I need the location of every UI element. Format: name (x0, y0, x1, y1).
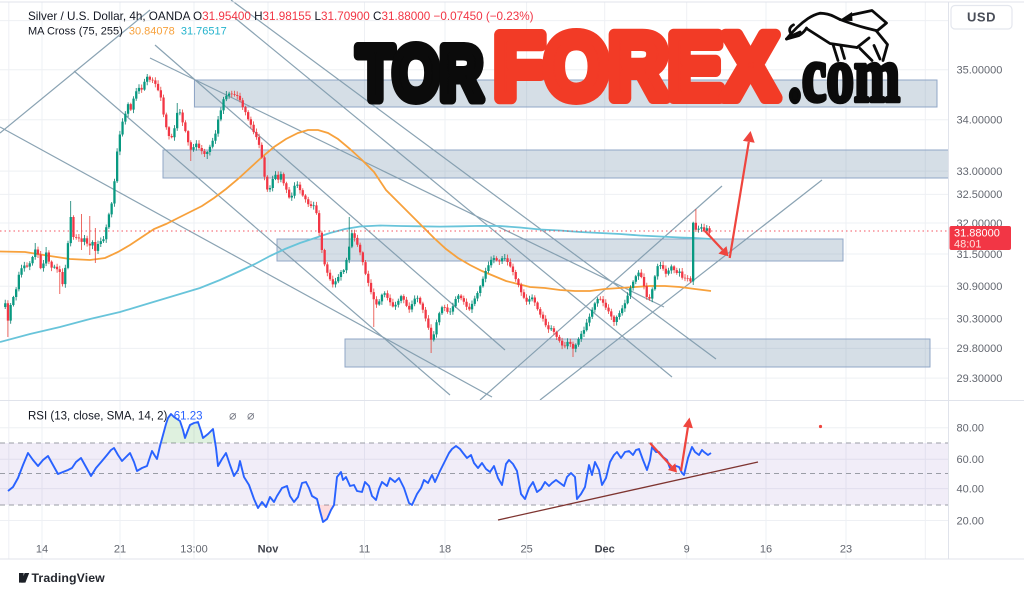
svg-text:RSI (13, close, SMA, 14, 2) 6: RSI (13, close, SMA, 14, 2) 61.23 (28, 411, 203, 423)
svg-text:31.88000: 31.88000 (954, 228, 1000, 240)
svg-text:20.00: 20.00 (957, 515, 985, 527)
svg-text:30.30000: 30.30000 (957, 314, 1003, 326)
svg-text:Nov: Nov (258, 544, 280, 556)
svg-text:34.00000: 34.00000 (957, 115, 1003, 127)
svg-text:MA Cross (75, 255) 30.84078: MA Cross (75, 255) 30.84078 31.76517 (28, 26, 227, 38)
svg-text:80.00: 80.00 (957, 423, 985, 435)
svg-text:21: 21 (114, 544, 126, 556)
svg-text:Silver / U.S. Dollar, 4h, OAND: Silver / U.S. Dollar, 4h, OANDA O31.9540… (28, 10, 534, 23)
svg-text:32.50000: 32.50000 (957, 189, 1003, 201)
svg-text:14: 14 (36, 544, 48, 556)
svg-text:11: 11 (359, 544, 370, 556)
svg-text:29.30000: 29.30000 (957, 373, 1003, 385)
svg-text:TOR: TOR (357, 32, 483, 117)
svg-text:29.80000: 29.80000 (957, 343, 1003, 355)
svg-text:16: 16 (760, 544, 772, 556)
svg-text:⌀: ⌀ (247, 409, 255, 423)
svg-text:Dec: Dec (595, 544, 615, 556)
svg-text:40.00: 40.00 (957, 483, 985, 495)
svg-text:23: 23 (840, 544, 852, 556)
svg-text:60.00: 60.00 (957, 454, 985, 466)
svg-text:30.90000: 30.90000 (957, 281, 1003, 293)
svg-text:13:00: 13:00 (180, 544, 208, 556)
svg-text:33.00000: 33.00000 (957, 166, 1003, 178)
svg-text:25: 25 (520, 544, 532, 556)
svg-text:35.00000: 35.00000 (957, 65, 1003, 77)
svg-text:USD: USD (967, 10, 996, 25)
svg-text:18: 18 (439, 544, 451, 556)
svg-text:48:01: 48:01 (954, 239, 982, 251)
svg-text:FOREX: FOREX (494, 16, 778, 118)
svg-text:⌀: ⌀ (229, 409, 237, 423)
svg-text:31.50000: 31.50000 (957, 249, 1003, 261)
svg-text:9: 9 (684, 544, 690, 556)
svg-text:TradingView: TradingView (32, 571, 106, 585)
